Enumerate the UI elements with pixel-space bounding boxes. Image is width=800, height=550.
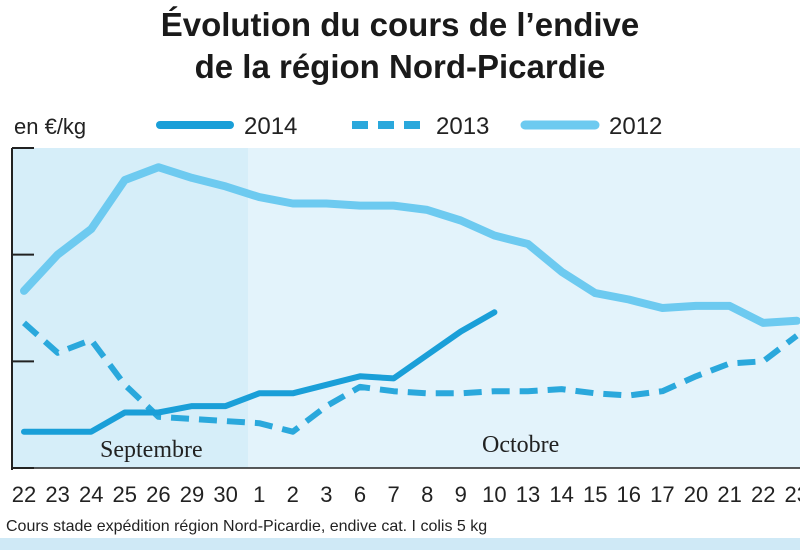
x-tick-label: 16 <box>617 482 641 507</box>
x-tick-label: 30 <box>213 482 237 507</box>
legend-label-2014: 2014 <box>244 113 297 140</box>
x-tick-label: 23 <box>785 482 800 507</box>
series-line-2012 <box>20 163 800 327</box>
x-tick-label: 13 <box>516 482 540 507</box>
footer-strip <box>0 538 800 550</box>
x-tick-label: 26 <box>146 482 170 507</box>
chart-title-line-2: de la région Nord-Picardie <box>194 48 606 85</box>
x-tick-label: 7 <box>387 482 399 507</box>
x-tick-label: 22 <box>12 482 36 507</box>
month-label-septembre: Septembre <box>100 437 203 463</box>
month-label-octobre: Octobre <box>482 432 559 458</box>
legend-label-2013: 2013 <box>436 113 489 140</box>
chart-title: Évolution du cours de l’endive de la rég… <box>0 4 800 88</box>
x-tick-label: 1 <box>253 482 265 507</box>
x-tick-label: 3 <box>320 482 332 507</box>
x-tick-label: 17 <box>650 482 674 507</box>
x-tick-label: 9 <box>455 482 467 507</box>
x-tick-label: 25 <box>113 482 137 507</box>
x-tick-label: 21 <box>717 482 741 507</box>
x-tick-label: 24 <box>79 482 103 507</box>
x-tick-label: 8 <box>421 482 433 507</box>
x-tick-label: 22 <box>751 482 775 507</box>
x-tick-label: 29 <box>180 482 204 507</box>
chart-title-line-1: Évolution du cours de l’endive <box>160 6 640 43</box>
x-tick-label: 23 <box>45 482 69 507</box>
x-tick-label: 15 <box>583 482 607 507</box>
x-tick-label: 10 <box>482 482 506 507</box>
series-line-2014 <box>21 309 498 435</box>
x-tick-label: 20 <box>684 482 708 507</box>
y-axis-label: en €/kg <box>14 114 86 139</box>
x-tick-label: 2 <box>287 482 299 507</box>
x-tick-label: 6 <box>354 482 366 507</box>
footnote: Cours stade expédition région Nord-Picar… <box>6 518 487 535</box>
legend-label-2012: 2012 <box>609 113 662 140</box>
x-tick-label: 14 <box>549 482 573 507</box>
